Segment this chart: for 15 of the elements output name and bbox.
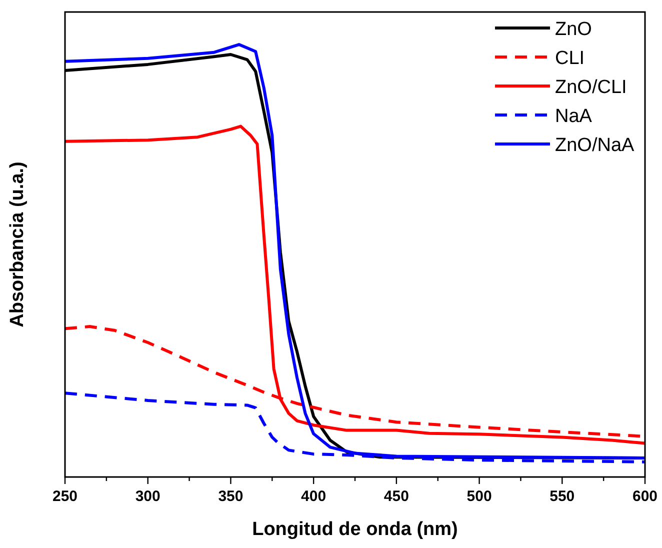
y-axis-title: Absorbancia (u.a.): [7, 162, 28, 328]
legend-label: NaA: [555, 106, 592, 127]
x-tick-label: 400: [301, 488, 326, 505]
x-tick-label: 600: [632, 488, 658, 505]
x-tick-label: 450: [384, 488, 409, 505]
x-tick-label: 350: [218, 488, 244, 505]
legend-label: CLI: [555, 48, 585, 69]
x-tick-label: 250: [52, 488, 78, 505]
legend-label: ZnO/NaA: [555, 135, 635, 156]
x-tick-label: 500: [466, 488, 492, 505]
x-axis-title: Longitud de onda (nm): [252, 519, 458, 540]
legend-label: ZnO/CLI: [555, 77, 627, 98]
x-tick-label: 300: [135, 488, 160, 505]
legend-label: ZnO: [555, 19, 592, 40]
x-tick-label: 550: [550, 488, 575, 505]
